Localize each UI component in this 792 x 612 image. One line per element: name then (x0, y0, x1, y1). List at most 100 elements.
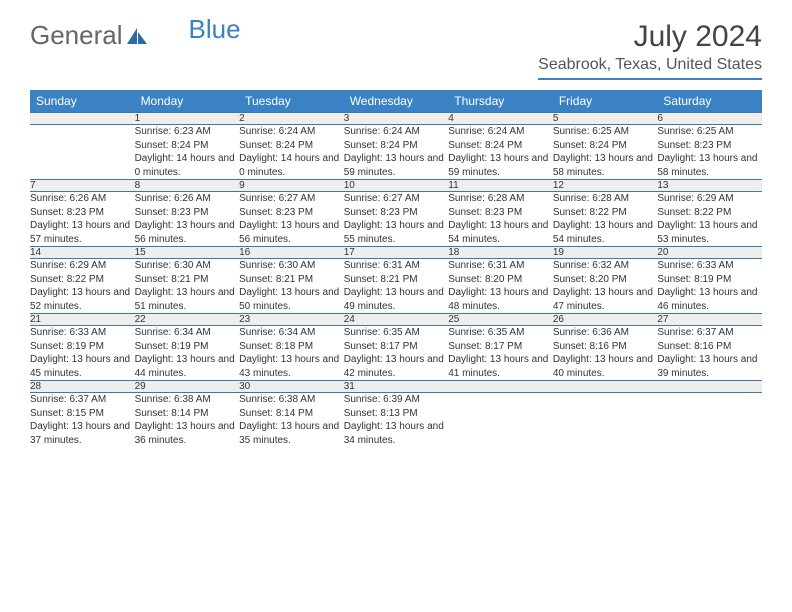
day-cell: Sunrise: 6:39 AMSunset: 8:13 PMDaylight:… (344, 393, 449, 448)
sunset-text: Sunset: 8:18 PM (239, 340, 344, 354)
sunset-text: Sunset: 8:23 PM (30, 206, 135, 220)
day-cell: Sunrise: 6:30 AMSunset: 8:21 PMDaylight:… (135, 259, 240, 314)
day-number: 5 (553, 113, 658, 125)
logo-text-1: General (30, 20, 123, 51)
weekday-header: Friday (553, 90, 658, 113)
day-detail-row: Sunrise: 6:29 AMSunset: 8:22 PMDaylight:… (30, 259, 762, 314)
sunset-text: Sunset: 8:22 PM (657, 206, 762, 220)
sunset-text: Sunset: 8:21 PM (135, 273, 240, 287)
logo: General Blue (30, 20, 241, 51)
sunset-text: Sunset: 8:16 PM (657, 340, 762, 354)
day-cell: Sunrise: 6:24 AMSunset: 8:24 PMDaylight:… (239, 125, 344, 180)
sunrise-text: Sunrise: 6:30 AM (135, 259, 240, 273)
day-cell: Sunrise: 6:27 AMSunset: 8:23 PMDaylight:… (344, 192, 449, 247)
sunset-text: Sunset: 8:17 PM (448, 340, 553, 354)
daylight-text: Daylight: 13 hours and 50 minutes. (239, 286, 344, 313)
daylight-text: Daylight: 13 hours and 45 minutes. (30, 353, 135, 380)
daylight-text: Daylight: 13 hours and 49 minutes. (344, 286, 449, 313)
day-number: 25 (448, 314, 553, 326)
day-cell: Sunrise: 6:34 AMSunset: 8:18 PMDaylight:… (239, 326, 344, 381)
day-number: 3 (344, 113, 449, 125)
sunset-text: Sunset: 8:13 PM (344, 407, 449, 421)
day-detail-row: Sunrise: 6:37 AMSunset: 8:15 PMDaylight:… (30, 393, 762, 448)
day-detail-row: Sunrise: 6:26 AMSunset: 8:23 PMDaylight:… (30, 192, 762, 247)
daylight-text: Daylight: 14 hours and 0 minutes. (239, 152, 344, 179)
weekday-header: Sunday (30, 90, 135, 113)
day-number: 6 (657, 113, 762, 125)
logo-sail-icon (125, 26, 149, 46)
daylight-text: Daylight: 13 hours and 59 minutes. (344, 152, 449, 179)
sunrise-text: Sunrise: 6:37 AM (30, 393, 135, 407)
day-number: 10 (344, 180, 449, 192)
sunset-text: Sunset: 8:16 PM (553, 340, 658, 354)
day-number: 4 (448, 113, 553, 125)
sunrise-text: Sunrise: 6:38 AM (239, 393, 344, 407)
sunset-text: Sunset: 8:14 PM (135, 407, 240, 421)
sunset-text: Sunset: 8:20 PM (553, 273, 658, 287)
sunrise-text: Sunrise: 6:26 AM (30, 192, 135, 206)
sunset-text: Sunset: 8:24 PM (239, 139, 344, 153)
calendar-table: Sunday Monday Tuesday Wednesday Thursday… (30, 90, 762, 447)
daylight-text: Daylight: 13 hours and 47 minutes. (553, 286, 658, 313)
day-number (448, 381, 553, 393)
daylight-text: Daylight: 13 hours and 51 minutes. (135, 286, 240, 313)
sunrise-text: Sunrise: 6:34 AM (135, 326, 240, 340)
daylight-text: Daylight: 13 hours and 36 minutes. (135, 420, 240, 447)
sunset-text: Sunset: 8:22 PM (30, 273, 135, 287)
daylight-text: Daylight: 13 hours and 48 minutes. (448, 286, 553, 313)
sunrise-text: Sunrise: 6:26 AM (135, 192, 240, 206)
daylight-text: Daylight: 13 hours and 41 minutes. (448, 353, 553, 380)
day-cell: Sunrise: 6:35 AMSunset: 8:17 PMDaylight:… (344, 326, 449, 381)
day-detail-row: Sunrise: 6:33 AMSunset: 8:19 PMDaylight:… (30, 326, 762, 381)
title-block: July 2024 Seabrook, Texas, United States (538, 20, 762, 80)
sunrise-text: Sunrise: 6:33 AM (30, 326, 135, 340)
month-title: July 2024 (538, 20, 762, 54)
sunset-text: Sunset: 8:23 PM (657, 139, 762, 153)
day-cell: Sunrise: 6:31 AMSunset: 8:21 PMDaylight:… (344, 259, 449, 314)
day-cell: Sunrise: 6:37 AMSunset: 8:15 PMDaylight:… (30, 393, 135, 448)
sunrise-text: Sunrise: 6:29 AM (657, 192, 762, 206)
day-cell (448, 393, 553, 448)
day-number: 31 (344, 381, 449, 393)
sunset-text: Sunset: 8:23 PM (344, 206, 449, 220)
sunrise-text: Sunrise: 6:31 AM (344, 259, 449, 273)
daylight-text: Daylight: 13 hours and 34 minutes. (344, 420, 449, 447)
sunrise-text: Sunrise: 6:25 AM (553, 125, 658, 139)
daylight-text: Daylight: 13 hours and 52 minutes. (30, 286, 135, 313)
sunset-text: Sunset: 8:21 PM (344, 273, 449, 287)
day-cell: Sunrise: 6:23 AMSunset: 8:24 PMDaylight:… (135, 125, 240, 180)
weekday-header: Wednesday (344, 90, 449, 113)
sunset-text: Sunset: 8:15 PM (30, 407, 135, 421)
day-number: 22 (135, 314, 240, 326)
day-number-row: 123456 (30, 113, 762, 125)
day-number: 21 (30, 314, 135, 326)
sunset-text: Sunset: 8:21 PM (239, 273, 344, 287)
sunset-text: Sunset: 8:24 PM (344, 139, 449, 153)
day-number: 2 (239, 113, 344, 125)
weekday-header: Saturday (657, 90, 762, 113)
daylight-text: Daylight: 13 hours and 55 minutes. (344, 219, 449, 246)
daylight-text: Daylight: 14 hours and 0 minutes. (135, 152, 240, 179)
day-number: 27 (657, 314, 762, 326)
day-number: 19 (553, 247, 658, 259)
day-number: 30 (239, 381, 344, 393)
daylight-text: Daylight: 13 hours and 58 minutes. (657, 152, 762, 179)
sunrise-text: Sunrise: 6:33 AM (657, 259, 762, 273)
day-number: 16 (239, 247, 344, 259)
daylight-text: Daylight: 13 hours and 53 minutes. (657, 219, 762, 246)
day-cell: Sunrise: 6:33 AMSunset: 8:19 PMDaylight:… (30, 326, 135, 381)
sunrise-text: Sunrise: 6:37 AM (657, 326, 762, 340)
day-cell: Sunrise: 6:29 AMSunset: 8:22 PMDaylight:… (657, 192, 762, 247)
weekday-header-row: Sunday Monday Tuesday Wednesday Thursday… (30, 90, 762, 113)
day-number-row: 21222324252627 (30, 314, 762, 326)
day-number: 12 (553, 180, 658, 192)
day-number: 9 (239, 180, 344, 192)
daylight-text: Daylight: 13 hours and 42 minutes. (344, 353, 449, 380)
day-cell: Sunrise: 6:30 AMSunset: 8:21 PMDaylight:… (239, 259, 344, 314)
sunset-text: Sunset: 8:22 PM (553, 206, 658, 220)
day-number: 26 (553, 314, 658, 326)
day-cell: Sunrise: 6:25 AMSunset: 8:24 PMDaylight:… (553, 125, 658, 180)
day-cell: Sunrise: 6:38 AMSunset: 8:14 PMDaylight:… (135, 393, 240, 448)
day-number (553, 381, 658, 393)
day-number: 20 (657, 247, 762, 259)
